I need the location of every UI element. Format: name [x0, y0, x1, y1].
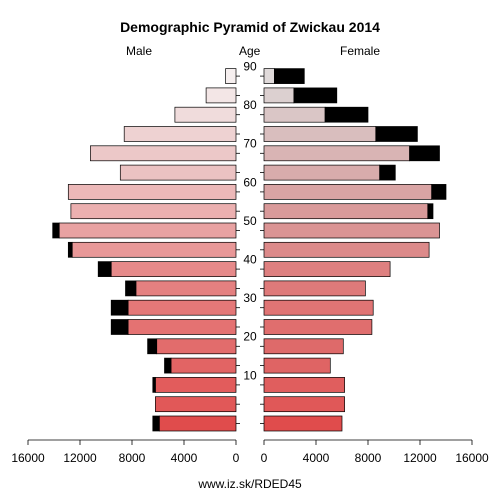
male-surplus-bar	[164, 357, 172, 374]
pyramid-chart: 10 20 30 40 50 60 70 80 90 16000 12000 8000 4000 0 0 40…	[11, 59, 489, 465]
female-x-tick-label: 12000	[403, 451, 437, 465]
male-bar	[156, 338, 237, 355]
male-bar	[170, 357, 237, 374]
female-bar	[263, 415, 343, 432]
female-bar	[263, 126, 377, 142]
age-tick-label: 90	[243, 59, 257, 73]
female-surplus-bar	[427, 203, 434, 220]
age-tick-label: 80	[243, 98, 257, 112]
age-tick-label: 60	[243, 175, 257, 189]
female-surplus-bar	[375, 126, 418, 142]
female-x-tick-label: 16000	[455, 451, 489, 465]
male-x-tick-label: 4000	[171, 451, 198, 465]
male-x-tick-label: 16000	[11, 451, 45, 465]
male-surplus-bar	[52, 222, 60, 239]
male-bar	[58, 222, 237, 239]
female-bar	[263, 280, 366, 297]
age-tick-label: 50	[243, 214, 257, 228]
male-surplus-bar	[152, 377, 156, 393]
female-bar	[263, 184, 433, 200]
female-header: Female	[340, 44, 381, 58]
female-surplus-bar	[274, 68, 305, 84]
source-footer: www.iz.sk/RDED45	[198, 477, 302, 491]
female-bar	[263, 396, 345, 413]
female-bar	[263, 261, 391, 277]
female-bar	[263, 299, 374, 316]
female-surplus-bar	[379, 164, 396, 181]
chart-title: Demographic Pyramid of Zwickau 2014	[120, 19, 380, 35]
female-bar	[263, 319, 373, 335]
female-bar	[263, 203, 429, 220]
female-surplus-bar	[293, 87, 338, 104]
female-surplus-bar	[409, 145, 440, 162]
female-bar	[263, 87, 295, 104]
female-x-tick-label: 0	[261, 451, 268, 465]
female-surplus-bar	[431, 184, 447, 200]
male-bar	[155, 396, 237, 413]
age-tick-label: 30	[243, 291, 257, 305]
male-bar	[90, 145, 237, 162]
male-bar	[155, 377, 237, 393]
female-bar	[263, 241, 430, 258]
male-surplus-bar	[147, 338, 158, 355]
male-surplus-bar	[97, 261, 112, 277]
female-bar	[263, 106, 326, 123]
female-bar	[263, 338, 344, 355]
male-surplus-bar	[125, 280, 137, 297]
female-bar	[263, 68, 275, 84]
female-bar	[263, 164, 381, 181]
male-bar	[158, 415, 237, 432]
male-surplus-bar	[67, 241, 73, 258]
male-x-tick-label: 8000	[119, 451, 146, 465]
male-bar	[70, 203, 237, 220]
male-bar	[67, 184, 237, 200]
female-bar	[263, 145, 410, 162]
age-tick-label: 10	[243, 368, 257, 382]
male-x-tick-label: 12000	[63, 451, 97, 465]
female-x-tick-label: 8000	[355, 451, 382, 465]
male-x-tick-label: 0	[233, 451, 240, 465]
male-surplus-bar	[110, 319, 129, 335]
male-bar	[127, 319, 237, 335]
male-bar	[119, 164, 237, 181]
male-bar	[71, 241, 237, 258]
age-header: Age	[239, 44, 261, 58]
age-tick-label: 40	[243, 252, 257, 266]
male-header: Male	[126, 44, 153, 58]
female-bar	[263, 357, 331, 374]
male-bar	[123, 126, 237, 142]
age-tick-label: 70	[243, 137, 257, 151]
age-tick-label: 20	[243, 330, 257, 344]
male-surplus-bar	[152, 415, 160, 432]
male-bar	[110, 261, 237, 277]
male-bar	[205, 87, 237, 104]
male-bar	[225, 68, 237, 84]
male-bar	[127, 299, 237, 316]
female-bar	[263, 377, 345, 393]
female-bar	[263, 222, 440, 239]
female-surplus-bar	[324, 106, 369, 123]
male-bar	[135, 280, 237, 297]
male-surplus-bar	[110, 299, 129, 316]
male-bar	[174, 106, 237, 123]
female-x-tick-label: 4000	[303, 451, 330, 465]
